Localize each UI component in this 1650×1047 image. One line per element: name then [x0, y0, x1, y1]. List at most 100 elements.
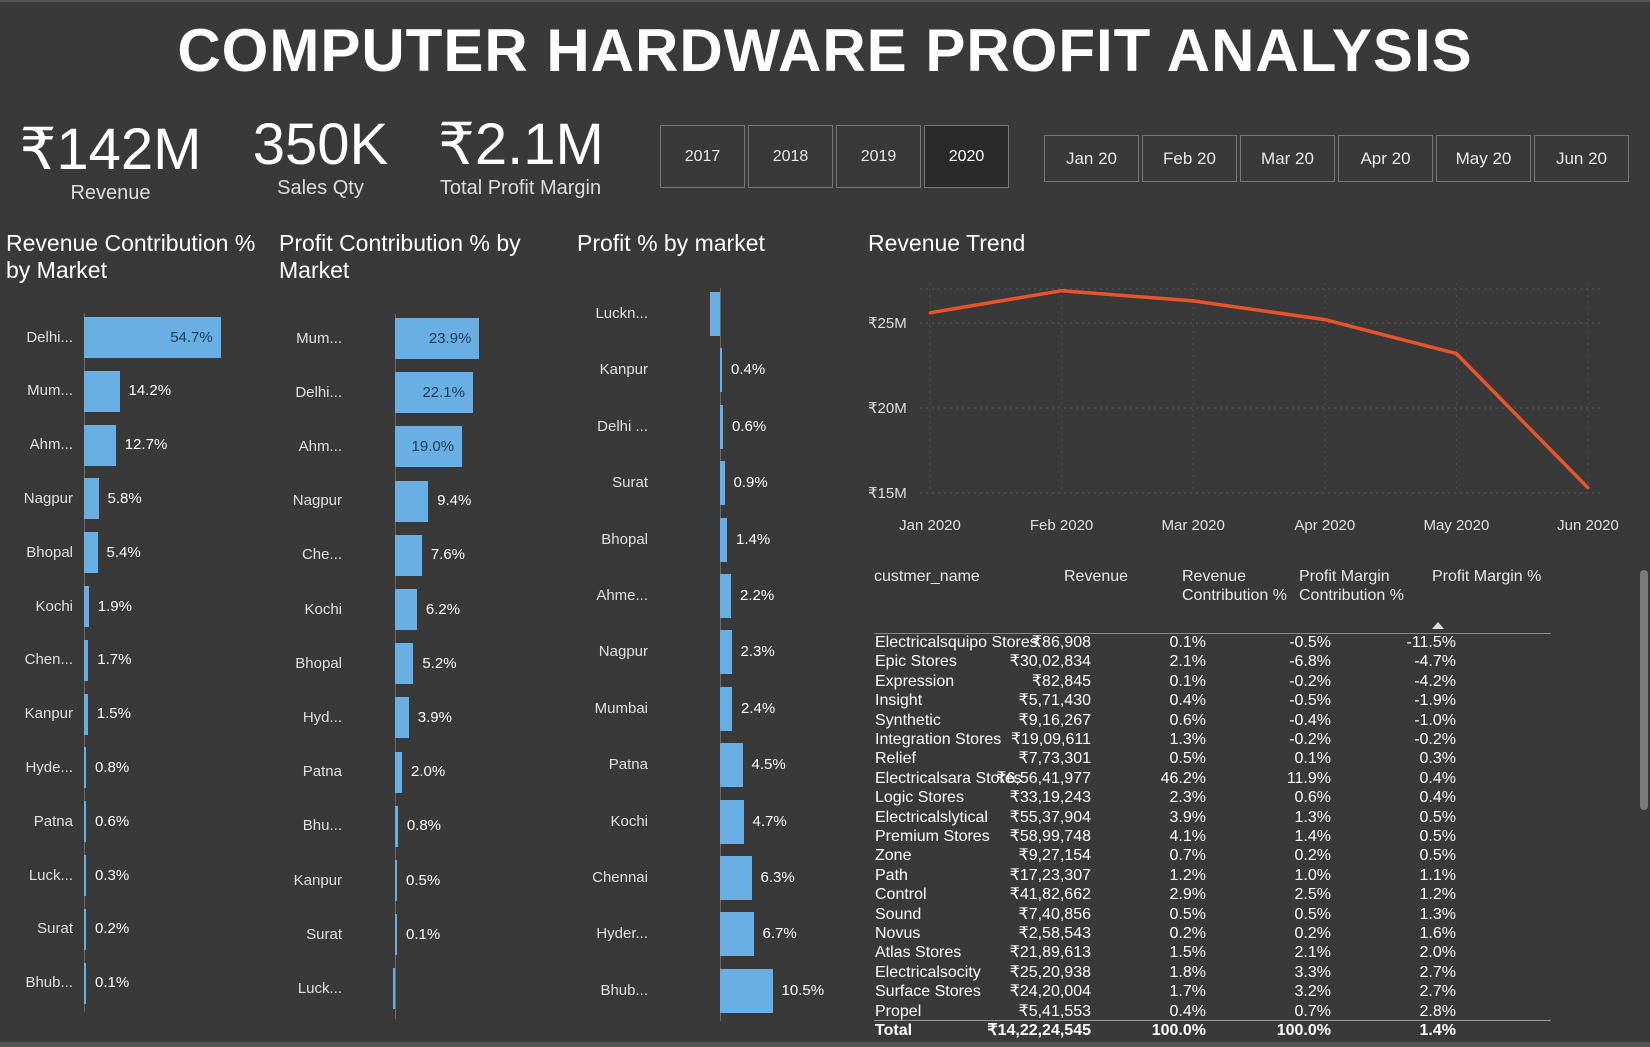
bar[interactable] — [84, 962, 86, 1004]
bar[interactable] — [720, 686, 732, 731]
bar[interactable] — [84, 693, 88, 735]
bar[interactable] — [720, 404, 723, 449]
table-row[interactable]: Novus ₹2,58,543 0.2% 0.2% 1.6% — [874, 924, 1551, 943]
bar-category-label: Mum... — [27, 382, 73, 400]
month-button-mar-20[interactable]: Mar 20 — [1240, 135, 1335, 182]
revenue-trend-line[interactable] — [929, 288, 1590, 490]
year-button-2019[interactable]: 2019 — [836, 125, 921, 188]
bar[interactable] — [395, 643, 414, 685]
bar[interactable] — [84, 586, 89, 627]
trend-point[interactable] — [1586, 486, 1590, 490]
table-row[interactable]: Atlas Stores ₹21,89,613 1.5% 2.1% 2.0% — [874, 943, 1551, 962]
cell-profit-margin-contribution: 1.0% — [1294, 866, 1331, 884]
table-row[interactable]: Electricalsara Stores ₹6,56,41,977 46.2% 11… — [874, 769, 1551, 788]
bar[interactable] — [84, 855, 86, 896]
table-row[interactable]: Electricalsocity ₹25,20,938 1.8% 3.3% 2.7% — [874, 963, 1551, 982]
bar[interactable] — [395, 480, 429, 522]
bar[interactable] — [84, 424, 116, 466]
year-button-2018[interactable]: 2018 — [748, 125, 833, 188]
trend-point[interactable] — [1454, 352, 1458, 356]
table-row[interactable]: Integration Stores ₹19,09,611 1.3% -0.2% -0.… — [874, 730, 1551, 749]
revenue-trend-line-chart: ₹25M ₹20M ₹15M Jan 2020 Feb 2020 Mar 2020 Apr … — [868, 283, 1619, 534]
bar[interactable] — [84, 801, 86, 843]
kpi-profit-margin-value: ₹2.1M — [438, 112, 604, 177]
bar[interactable] — [84, 908, 86, 950]
bar[interactable] — [720, 574, 731, 618]
table-row[interactable]: Zone ₹9,27,154 0.7% 0.2% 0.5% — [874, 846, 1551, 865]
table-row[interactable]: Premium Stores ₹58,99,748 4.1% 1.4% 0.5% — [874, 827, 1551, 846]
bar[interactable] — [84, 747, 86, 789]
bar[interactable] — [720, 856, 752, 900]
trend-point[interactable] — [928, 311, 932, 315]
month-button-may-20[interactable]: May 20 — [1436, 135, 1531, 182]
bar[interactable] — [84, 317, 221, 358]
table-header-profit-margin-contribution[interactable]: Profit Margin Contribution % — [1299, 568, 1404, 604]
bar[interactable] — [395, 589, 417, 630]
table-scrollbar[interactable] — [1640, 570, 1648, 810]
bar[interactable] — [720, 348, 722, 393]
table-row[interactable]: Insight ₹5,71,430 0.4% -0.5% -1.9% — [874, 691, 1551, 710]
bar[interactable] — [84, 639, 89, 681]
cell-profit-margin-contribution: 3.2% — [1294, 983, 1331, 1001]
year-button-2020[interactable]: 2020 — [924, 125, 1009, 188]
table-row[interactable]: Expression ₹82,845 0.1% -0.2% -4.2% — [874, 672, 1551, 691]
table-header-revenue[interactable]: Revenue — [1064, 568, 1129, 585]
table-row[interactable]: Surface Stores ₹24,20,004 1.7% 3.2% 2.7% — [874, 982, 1551, 1001]
bar[interactable] — [395, 426, 463, 468]
month-button-apr-20[interactable]: Apr 20 — [1338, 135, 1433, 182]
bar[interactable] — [84, 532, 98, 574]
cell-revenue-contribution: 2.9% — [1169, 886, 1206, 904]
cell-profit-margin-pct: 2.8% — [1419, 1002, 1456, 1020]
bar[interactable] — [395, 805, 398, 847]
table-row[interactable]: Relief ₹7,73,301 0.5% 0.1% 0.3% — [874, 749, 1551, 768]
bar[interactable] — [720, 912, 754, 957]
bar[interactable] — [395, 697, 409, 739]
trend-point[interactable] — [1323, 318, 1327, 322]
bar[interactable] — [720, 517, 727, 562]
month-button-jan-20[interactable]: Jan 20 — [1044, 135, 1139, 182]
bar[interactable] — [720, 799, 744, 844]
table-header-profit-margin-pct[interactable]: Profit Margin % — [1432, 568, 1542, 585]
bar[interactable] — [720, 630, 732, 675]
bar[interactable] — [84, 478, 99, 520]
bar[interactable] — [720, 968, 773, 1013]
bar-category-label: Nagpur — [23, 489, 73, 507]
bar-data-label: 1.7% — [97, 651, 132, 669]
month-button-jun-20[interactable]: Jun 20 — [1534, 135, 1629, 182]
bar[interactable] — [395, 914, 397, 956]
table-header-customer[interactable]: custmer_name — [874, 568, 980, 585]
cell-profit-margin-pct: 0.5% — [1419, 808, 1456, 826]
bar[interactable] — [720, 461, 725, 506]
table-row[interactable]: Path ₹17,23,307 1.2% 1.0% 1.1% — [874, 866, 1551, 885]
trend-point[interactable] — [1060, 289, 1064, 293]
bar[interactable] — [720, 743, 743, 788]
bar-data-label: 6.7% — [762, 925, 797, 943]
cell-profit-margin-pct: -11.5% — [1406, 634, 1456, 651]
cell-profit-margin-pct: 2.7% — [1419, 983, 1456, 1001]
bar[interactable] — [395, 318, 480, 359]
table-row[interactable]: Sound ₹7,40,856 0.5% 0.5% 1.3% — [874, 905, 1551, 924]
cell-profit-margin-contribution: 0.6% — [1294, 789, 1331, 807]
table-body[interactable]: Electricalsquipo Stores ₹86,908 0.1% -0.5% -… — [0, 0, 1650, 1020]
trend-point[interactable] — [1191, 299, 1195, 303]
bar[interactable] — [395, 860, 397, 901]
sort-asc-icon[interactable] — [1432, 622, 1444, 629]
table-header-revenue-contribution[interactable]: Revenue Contribution % — [1182, 568, 1287, 604]
bar[interactable] — [395, 534, 422, 576]
bar[interactable] — [395, 372, 473, 414]
total-revenue-contribution: 100.0% — [1151, 1022, 1206, 1039]
bar[interactable] — [395, 751, 403, 793]
year-button-2017[interactable]: 2017 — [660, 125, 745, 188]
bar[interactable] — [393, 968, 395, 1010]
bar[interactable] — [84, 370, 120, 412]
table-row[interactable]: Electricalslytical ₹55,37,904 3.9% 1.3% 0.5% — [874, 808, 1551, 827]
table-row[interactable]: Control ₹41,82,662 2.9% 2.5% 1.2% — [874, 885, 1551, 904]
table-row[interactable]: Electricalsquipo Stores ₹86,908 0.1% -0.5% -… — [874, 633, 1551, 652]
table-row[interactable]: Epic Stores ₹30,02,834 2.1% -6.8% -4.7% — [874, 652, 1551, 671]
table-row[interactable]: Propel ₹5,41,553 0.4% 0.7% 2.8% — [874, 1002, 1551, 1020]
total-profit-margin-pct: 1.4% — [1419, 1022, 1456, 1039]
table-row[interactable]: Synthetic ₹9,16,267 0.6% -0.4% -1.0% — [874, 711, 1551, 730]
table-row[interactable]: Logic Stores ₹33,19,243 2.3% 0.6% 0.4% — [874, 788, 1551, 807]
bar[interactable] — [710, 292, 720, 336]
month-button-feb-20[interactable]: Feb 20 — [1142, 135, 1237, 182]
